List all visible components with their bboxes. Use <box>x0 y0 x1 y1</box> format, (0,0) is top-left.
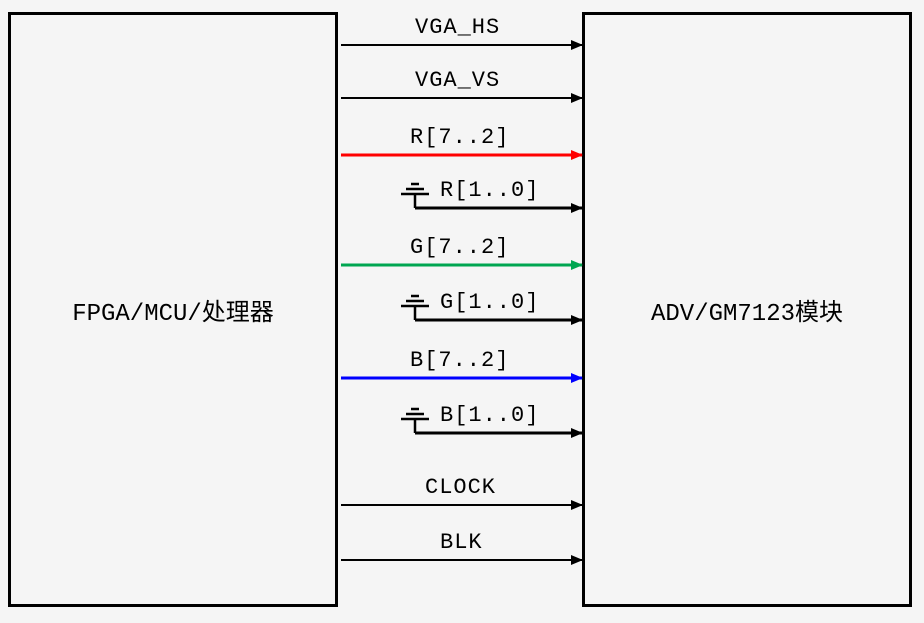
signal-label: B[1..0] <box>440 403 539 428</box>
signal-label: VGA_VS <box>415 68 500 93</box>
adv-block: ADV/GM7123模块 <box>582 12 912 607</box>
signal-label: CLOCK <box>425 475 496 500</box>
signal-label: B[7..2] <box>410 348 509 373</box>
signal-label: VGA_HS <box>415 15 500 40</box>
adv-block-label: ADV/GM7123模块 <box>651 292 843 328</box>
signal-label: R[1..0] <box>440 178 539 203</box>
block-diagram: FPGA/MCU/处理器 ADV/GM7123模块 VGA_HS VGA_VS R[… <box>0 0 924 623</box>
fpga-block: FPGA/MCU/处理器 <box>8 12 338 607</box>
fpga-block-label: FPGA/MCU/处理器 <box>72 292 274 328</box>
signal-label: BLK <box>440 530 483 555</box>
signal-label: R[7..2] <box>410 125 509 150</box>
signal-label: G[1..0] <box>440 290 539 315</box>
signal-label: G[7..2] <box>410 235 509 260</box>
